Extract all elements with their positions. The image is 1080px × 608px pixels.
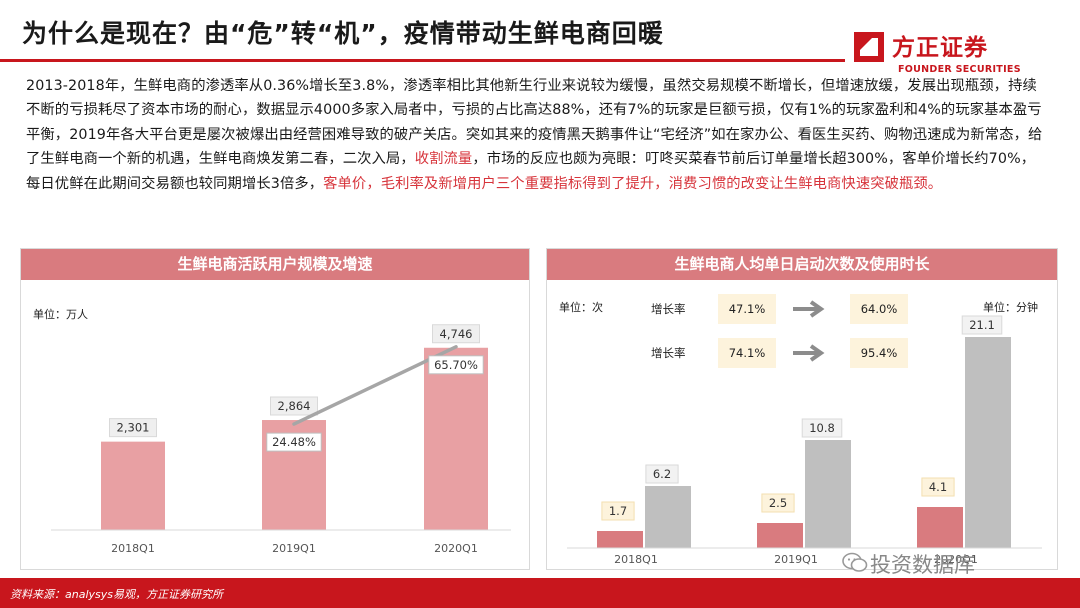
x-tick-label: 2019Q1 [774,553,818,566]
unit-label-right: 单位：分钟 [983,301,1038,314]
data-label-users-2019Q1-box [270,396,318,416]
source-note: 资料来源：analysys易观，方正证券研究所 [10,588,223,601]
data-label-launches-2020Q1: 4.1 [929,480,947,494]
bar-duration-2019Q1 [805,440,851,548]
page-title: 为什么是现在？由“危”转“机”，疫情带动生鲜电商回暖 [22,19,664,48]
growth-to-box [850,294,908,324]
founder-logo-icon [854,32,884,62]
chart-title: 生鲜电商活跃用户规模及增速 [21,249,529,280]
bar-duration-2018Q1 [645,486,691,548]
paragraph-part-2: ，市场的反应也颇为亮眼：叮咚买菜春节前后订单量增长超300%，客单价增长约70%… [26,151,1036,192]
founder-logo: 方正证券 FOUNDER SECURITIES [852,24,1032,79]
growth-rate-label-2020Q1: 65.70% [434,358,478,372]
x-tick-label: 2020Q1 [434,542,478,555]
data-label-launches-2020Q1-box [921,477,955,497]
x-tick-label: 2018Q1 [614,553,658,566]
growth-to-box [850,338,908,368]
active-users-chart-panel: 生鲜电商活跃用户规模及增速 单位：万人 2,301 2018Q1 2,864 2019… [20,248,530,570]
x-tick-label: 2019Q1 [272,542,316,555]
bar-active-users-2020Q1 [424,347,488,530]
growth-from-box [718,294,776,324]
title-underline [0,59,845,62]
data-label-duration-2019Q1-box [801,418,843,438]
x-tick-label: 2018Q1 [111,542,155,555]
data-label-users-2020Q1-box [432,324,480,344]
growth-rate-label-2020Q1-box [428,355,484,375]
data-label-users-2019Q1: 2,864 [278,399,311,413]
unit-label: 单位：万人 [33,308,88,321]
bar-launches-2020Q1 [917,507,963,548]
data-label-users-2018Q1: 2,301 [117,421,150,435]
data-label-duration-2018Q1-box [645,464,679,484]
data-label-launches-2018Q1: 1.7 [609,504,627,518]
launches-duration-chart-panel: 生鲜电商人均单日启动次数及使用时长 单位：次 单位：分钟 1.7 6.2 2018Q… [546,248,1058,570]
growth-from-value: 47.1% [729,302,766,316]
bar-launches-2019Q1 [757,523,803,548]
growth-from-value: 74.1% [729,346,766,360]
logo-text-en: FOUNDER SECURITIES [898,64,1021,75]
x-tick-label: 2020Q1 [934,553,978,566]
growth-row-label: 增长率 [651,302,686,316]
bar-active-users-2018Q1 [101,441,165,530]
data-label-users-2020Q1: 4,746 [440,327,473,341]
paragraph-part-1: 2013-2018年，生鲜电商的渗透率从0.36%增长至3.8%，渗透率相比其他… [26,78,1043,168]
data-label-duration-2019Q1: 10.8 [809,421,835,435]
watermark-text: 投资数据库 [870,553,975,577]
growth-to-value: 95.4% [861,346,898,360]
summary-paragraph: 2013-2018年，生鲜电商的渗透率从0.36%增长至3.8%，渗透率相比其他… [26,74,1046,196]
arrow-right-icon [793,300,825,318]
growth-to-value: 64.0% [861,302,898,316]
growth-rate-label-2019Q1-box [266,432,322,452]
data-label-users-2018Q1-box [109,418,157,438]
chart-title: 生鲜电商人均单日启动次数及使用时长 [547,249,1057,280]
logo-text-cn: 方正证券 [892,35,988,61]
unit-label-left: 单位：次 [559,301,603,314]
highlight-harvest-traffic: 收割流量 [414,151,473,168]
launches-duration-chart: 1.7 6.2 2018Q1 2.5 10.8 2019Q1 4.1 21.1 2020Q1 增长… [567,294,1042,566]
bar-duration-2020Q1 [965,337,1011,548]
data-label-launches-2019Q1: 2.5 [769,496,787,510]
growth-from-box [718,338,776,368]
data-label-launches-2018Q1-box [601,501,635,521]
footer-bar [0,578,1080,608]
wechat-icon [842,552,868,572]
arrow-right-icon [793,344,825,362]
data-label-duration-2020Q1: 21.1 [969,318,995,332]
highlight-key-metrics: 客单价，毛利率及新增用户三个重要指标得到了提升，消费习惯的改变让生鲜电商快速突破… [323,175,943,192]
data-label-duration-2020Q1-box [961,315,1003,335]
bar-launches-2018Q1 [597,531,643,548]
active-users-chart: 2,301 2018Q1 2,864 2019Q1 4,746 2020Q1 24.48% 6… [51,324,511,555]
growth-rate-label-2019Q1: 24.48% [272,435,316,449]
growth-row-label: 增长率 [651,346,686,360]
data-label-launches-2019Q1-box [761,493,795,513]
data-label-duration-2018Q1: 6.2 [653,467,671,481]
